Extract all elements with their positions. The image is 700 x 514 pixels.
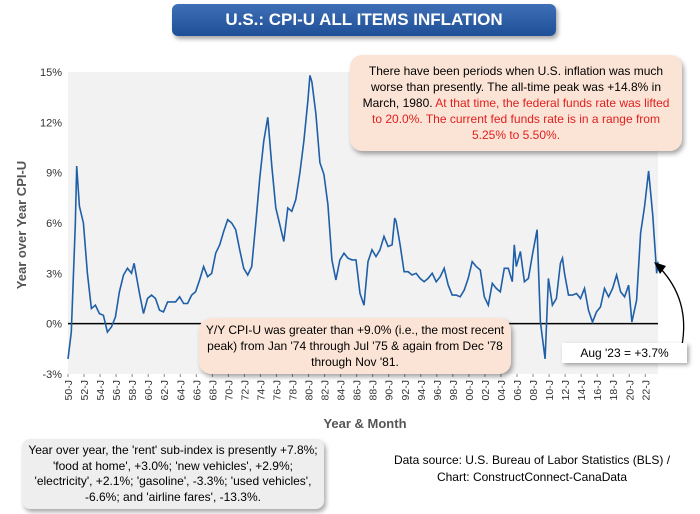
x-tick-label: 72-J — [239, 380, 251, 400]
y-tick-label: 0% — [46, 319, 62, 331]
x-axis-label: Year & Month — [323, 416, 406, 431]
y-axis: -3% 0% 3% 6% 9% 12% 15% — [40, 67, 62, 381]
x-tick-label: 84-J — [336, 380, 348, 400]
x-tick-label: 04-J — [496, 380, 508, 400]
peak-annotation-text: There have been periods when U.S. inflat… — [362, 64, 664, 110]
x-tick-label: 62-J — [159, 380, 171, 400]
x-tick-label: 60-J — [143, 380, 155, 400]
x-tick-label: 56-J — [111, 380, 123, 400]
x-tick-label: 70-J — [223, 380, 235, 400]
x-tick-label: 64-J — [175, 380, 187, 400]
y-axis-label: Year over Year CPI-U — [14, 161, 29, 289]
sub-index-annotation: Year over year, the 'rent' sub-index is … — [22, 439, 324, 509]
above-nine-annotation: Y/Y CPI-U was greater than +9.0% (i.e., … — [199, 318, 511, 374]
x-tick-label: 74-J — [255, 380, 267, 400]
x-tick-label: 76-J — [271, 380, 283, 400]
x-tick-label: 78-J — [288, 380, 300, 400]
y-tick-label: 12% — [40, 117, 62, 129]
peak-annotation: There have been periods when U.S. inflat… — [350, 55, 682, 151]
x-tick-label: 92-J — [400, 380, 412, 400]
x-tick-label: 66-J — [191, 380, 203, 400]
x-tick-label: 90-J — [384, 380, 396, 400]
x-tick-label: 88-J — [368, 380, 380, 400]
y-tick-label: 15% — [40, 67, 62, 79]
x-tick-label: 14-J — [576, 380, 588, 400]
y-tick-label: 6% — [46, 218, 62, 230]
aug-callout-arrow — [659, 267, 685, 346]
x-tick-label: 86-J — [352, 380, 364, 400]
x-tick-label: 54-J — [95, 380, 107, 400]
x-tick-label: 12-J — [560, 380, 572, 400]
y-tick-label: -3% — [42, 369, 62, 381]
x-tick-label: 06-J — [512, 380, 524, 400]
x-tick-label: 52-J — [79, 380, 91, 400]
x-tick-label: 68-J — [207, 380, 219, 400]
arrow-head — [654, 262, 666, 274]
data-source: Data source: U.S. Bureau of Labor Statis… — [393, 453, 671, 484]
x-tick-label: 96-J — [432, 380, 444, 400]
x-tick-label: 02-J — [480, 380, 492, 400]
x-tick-label: 10-J — [544, 380, 556, 400]
x-tick-label: 80-J — [304, 380, 316, 400]
y-tick-label: 3% — [46, 268, 62, 280]
x-tick-label: 22-J — [640, 380, 652, 400]
x-tick-label: 94-J — [416, 380, 428, 400]
chart-title: U.S.: CPI-U ALL ITEMS INFLATION — [172, 4, 556, 36]
cpi-series-line — [67, 75, 659, 360]
x-tick-label: 16-J — [592, 380, 604, 400]
x-axis: 50-J 52-J 54-J 56-J 58-J 60-J 62-J 64-J 66-J 68-J… — [63, 374, 652, 400]
x-tick-label: 98-J — [448, 380, 460, 400]
y-tick-label: 9% — [46, 168, 62, 180]
x-tick-label: 20-J — [624, 380, 636, 400]
x-tick-label: 08-J — [528, 380, 540, 400]
fed-funds-annotation-text: At that time, the federal funds rate was… — [372, 96, 670, 142]
x-tick-label: 82-J — [320, 380, 332, 400]
x-tick-label: 00-J — [464, 380, 476, 400]
x-tick-label: 58-J — [127, 380, 139, 400]
x-tick-label: 50-J — [63, 380, 75, 400]
x-tick-label: 18-J — [608, 380, 620, 400]
latest-value-label: Aug '23 = +3.7% — [562, 343, 687, 363]
